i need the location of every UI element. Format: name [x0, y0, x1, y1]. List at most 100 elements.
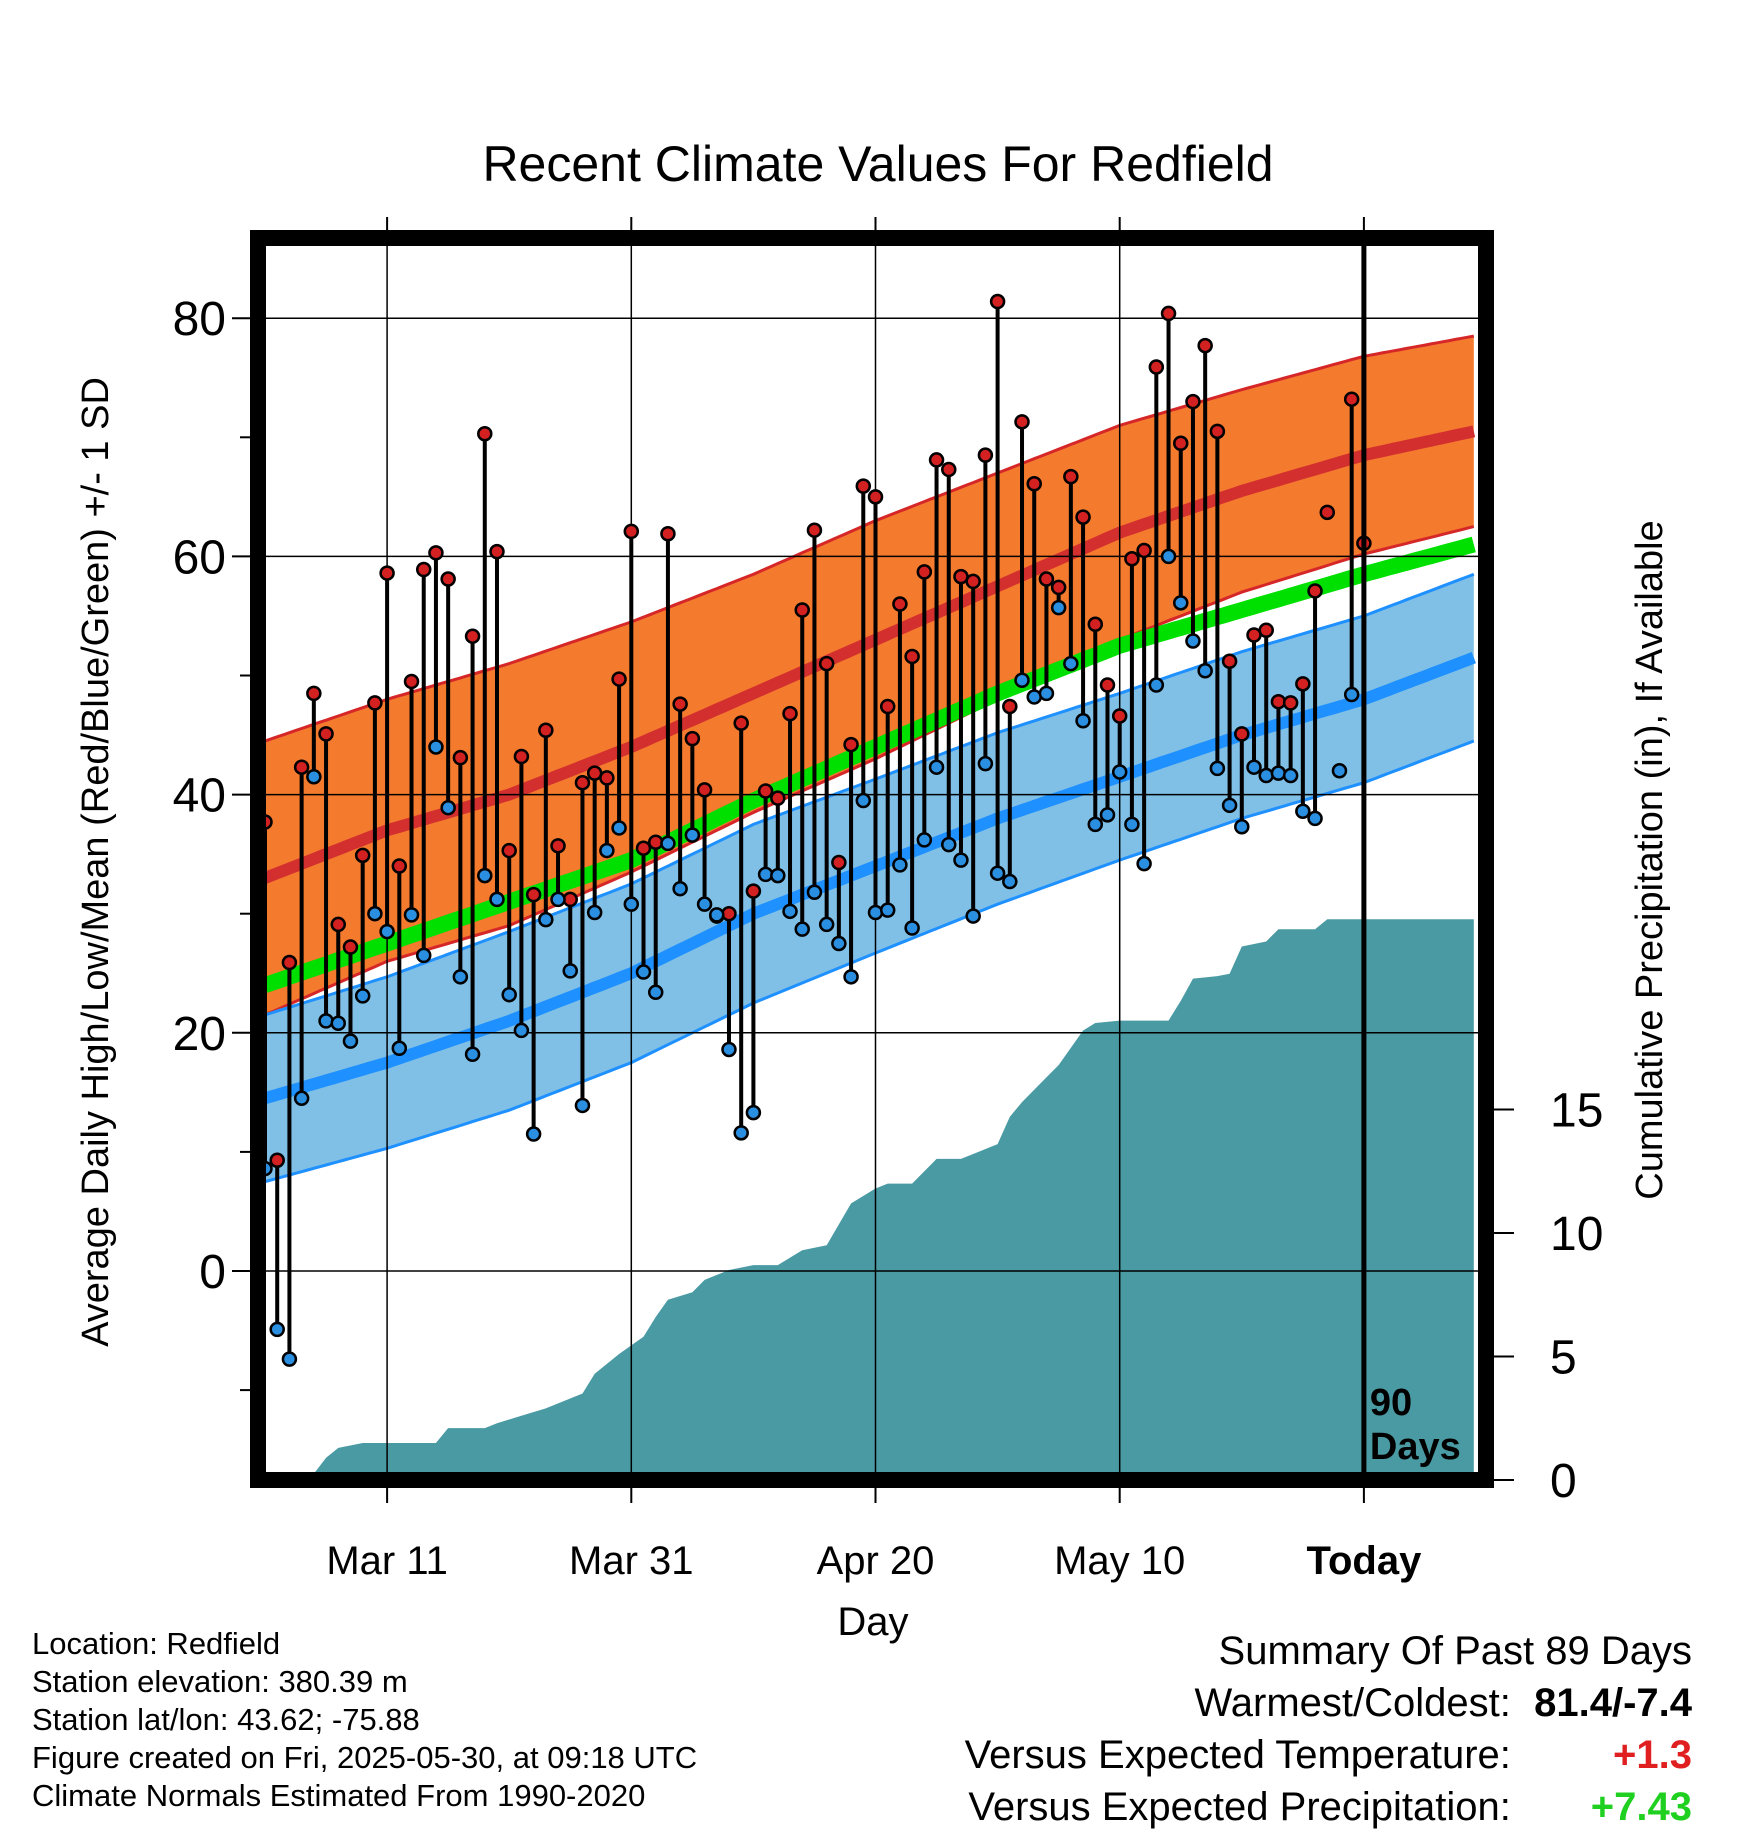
low-temp-point: [818, 916, 835, 933]
y-tick-label: 20: [173, 1008, 226, 1061]
observations: [257, 293, 1372, 1367]
high-temp-point: [440, 571, 456, 587]
latlon-text: Station lat/lon: 43.62; -75.88: [32, 1702, 420, 1737]
low-temp-point: [1075, 713, 1091, 729]
low-temp-point: [684, 827, 701, 843]
high-temp-point: [293, 759, 310, 775]
low-temp-point: [538, 911, 554, 928]
low-temp-point: [672, 880, 688, 897]
high-temp-point: [623, 523, 640, 540]
high-temp-point: [1002, 698, 1018, 715]
low-temp-point: [1331, 763, 1348, 779]
low-temp-point: [599, 842, 615, 859]
low-temp-point: [1307, 810, 1323, 827]
low-temp-point: [757, 866, 774, 883]
low-upper-edge: [265, 572, 1475, 1017]
low-sd-band: [265, 574, 1474, 1182]
high-temp-point: [733, 715, 749, 731]
low-temp-point: [611, 820, 627, 836]
high-temp-point: [415, 561, 432, 578]
warmest-coldest-value: 81.4/-7.4: [1534, 1681, 1692, 1725]
today-days-label: Days: [1370, 1426, 1461, 1468]
high-temp-point: [635, 840, 652, 856]
normal-low-line: [265, 652, 1476, 1105]
low-temp-point: [892, 857, 908, 873]
high-lower-edge: [265, 525, 1475, 1017]
normal-high-line: [265, 425, 1476, 884]
high-temp-point: [660, 526, 676, 542]
low-temp-point: [1038, 685, 1055, 702]
high-temp-point: [684, 730, 701, 747]
high-temp-point: [1075, 509, 1091, 525]
high-temp-point: [770, 790, 786, 806]
low-temp-point: [953, 852, 969, 868]
low-temp-point: [989, 865, 1006, 881]
low-temp-point: [843, 969, 859, 985]
high-temp-point: [1111, 708, 1128, 724]
low-temp-point: [1234, 819, 1250, 835]
location-text: Location: Redfield: [32, 1626, 281, 1661]
high-temp-point: [989, 293, 1006, 310]
high-temp-point: [367, 695, 383, 711]
high-temp-point: [794, 602, 810, 618]
high-temp-point: [489, 543, 505, 560]
high-temp-point: [831, 854, 847, 871]
low-lower-edge: [265, 739, 1475, 1184]
low-temp-point: [623, 896, 640, 912]
temperature-anomaly-label: Versus Expected Temperature:: [964, 1733, 1511, 1777]
high-temp-point: [1160, 305, 1177, 322]
low-temp-point: [428, 739, 444, 755]
warmest-coldest-label: Warmest/Coldest:: [1194, 1681, 1511, 1725]
low-temp-point: [1343, 686, 1360, 703]
low-temp-point: [440, 799, 456, 816]
high-temp-point: [843, 736, 859, 753]
high-temp-point: [452, 749, 469, 766]
low-temp-point: [513, 1022, 530, 1039]
high-temp-point: [1270, 693, 1287, 710]
today-days-label: 90: [1370, 1382, 1412, 1424]
low-temp-point: [635, 964, 652, 980]
low-temp-point: [965, 908, 981, 924]
high-temp-point: [342, 939, 359, 955]
high-temp-point: [318, 726, 334, 742]
low-temp-point: [403, 907, 420, 923]
created-text: Figure created on Fri, 2025-05-30, at 09…: [32, 1740, 698, 1775]
high-temp-point: [1343, 391, 1360, 407]
high-temp-point: [1026, 475, 1042, 492]
precipitation-area: [309, 919, 1474, 1480]
high-temp-point: [1221, 653, 1238, 669]
high-temp-point: [941, 461, 957, 478]
plot-border: [250, 230, 1494, 1488]
low-temp-point: [1160, 548, 1177, 565]
low-temp-point: [391, 1040, 408, 1057]
high-temp-point: [647, 834, 664, 850]
high-temp-point: [965, 573, 981, 590]
high-temp-point: [1319, 504, 1336, 521]
low-temp-point: [269, 1321, 285, 1338]
high-temp-point: [1063, 468, 1079, 485]
high-temp-point: [1050, 579, 1067, 596]
x-tick-label: Today: [1306, 1539, 1422, 1583]
high-temp-point: [611, 671, 627, 687]
low-temp-point: [1246, 759, 1262, 775]
high-temp-point: [1197, 337, 1213, 354]
low-temp-point: [1258, 767, 1274, 784]
low-temp-point: [1197, 662, 1213, 679]
y-tick-label: 60: [173, 531, 226, 584]
y-tick-label: 80: [173, 293, 226, 346]
precipitation-anomaly-value: +7.43: [1590, 1785, 1692, 1829]
high-temp-point: [1282, 695, 1299, 711]
y2-tick-label: 15: [1550, 1085, 1603, 1138]
high-temp-point: [513, 748, 530, 765]
high-temp-point: [306, 685, 322, 702]
high-temp-point: [391, 858, 408, 874]
low-temp-point: [770, 867, 786, 884]
low-temp-point: [464, 1046, 481, 1062]
high-temp-point: [879, 698, 896, 715]
high-temp-point: [904, 648, 920, 665]
high-temp-point: [464, 628, 481, 644]
elevation-text: Station elevation: 380.39 m: [32, 1664, 408, 1699]
high-temp-point: [1173, 435, 1189, 452]
high-temp-point: [330, 916, 347, 933]
low-temp-point: [1063, 655, 1079, 672]
